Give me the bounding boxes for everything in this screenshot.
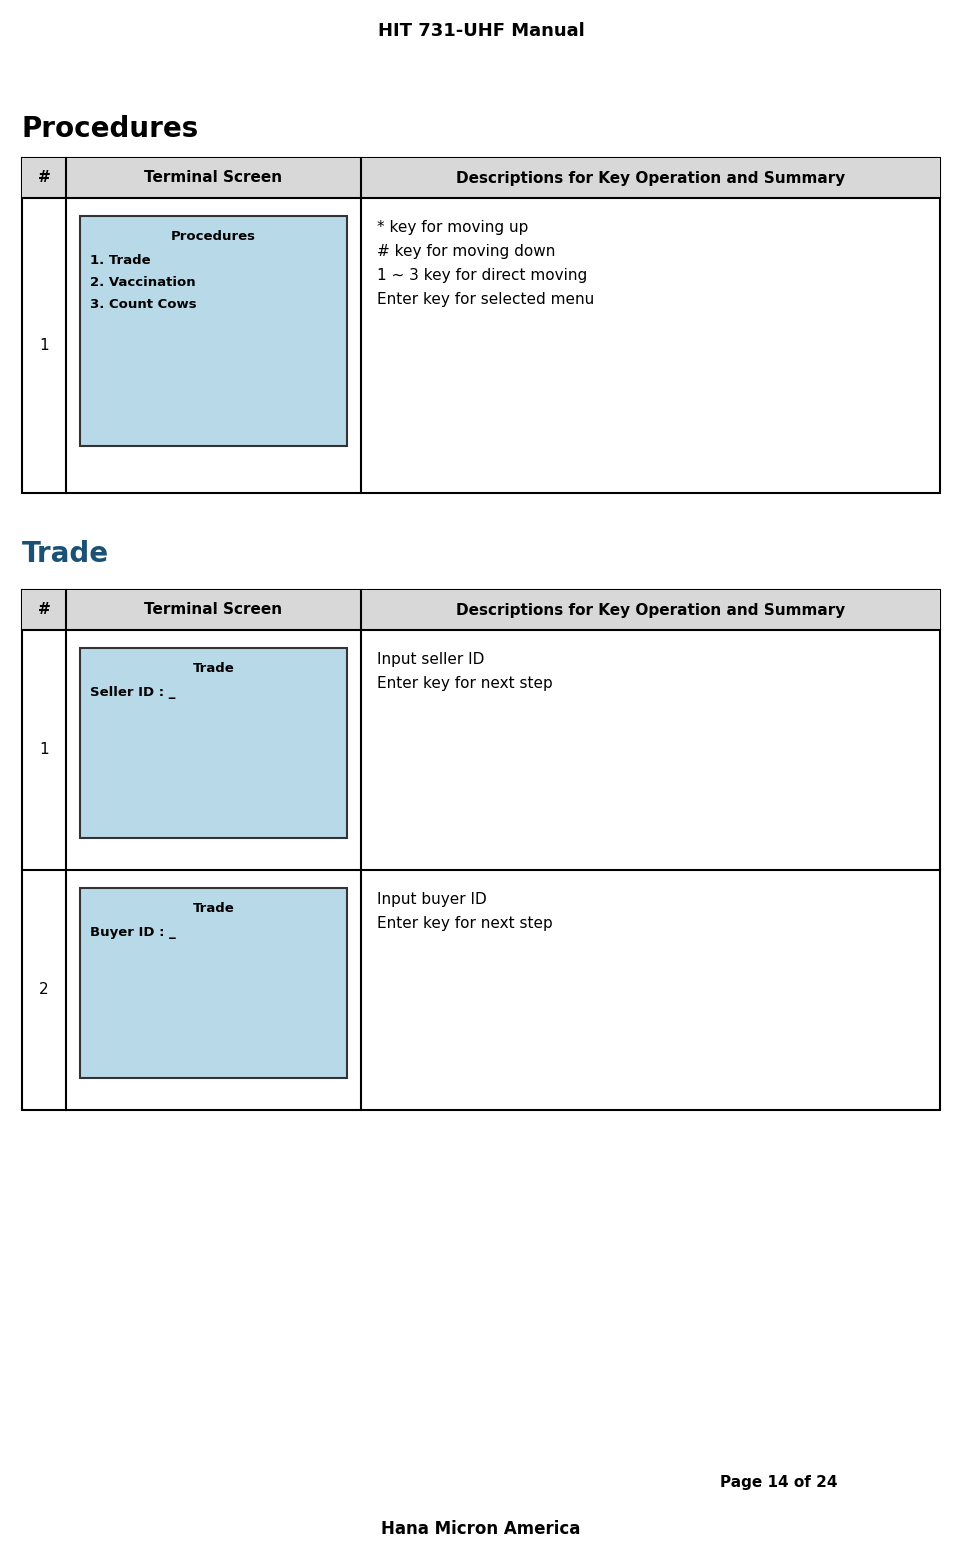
- Bar: [80, 888, 347, 1078]
- Text: 1. Trade: 1. Trade: [90, 255, 151, 267]
- Text: 3. Count Cows: 3. Count Cows: [90, 298, 196, 311]
- Text: Descriptions for Key Operation and Summary: Descriptions for Key Operation and Summa…: [456, 603, 845, 618]
- Text: Page 14 of 24: Page 14 of 24: [719, 1475, 837, 1489]
- Text: Terminal Screen: Terminal Screen: [144, 603, 283, 618]
- Text: #: #: [37, 603, 50, 618]
- Bar: [22, 158, 939, 492]
- Text: Procedures: Procedures: [22, 115, 199, 143]
- Text: Trade: Trade: [192, 902, 234, 915]
- Text: 1 ~ 3 key for direct moving: 1 ~ 3 key for direct moving: [377, 269, 586, 283]
- Text: Procedures: Procedures: [171, 230, 256, 242]
- Text: 2. Vaccination: 2. Vaccination: [90, 276, 195, 289]
- Text: Terminal Screen: Terminal Screen: [144, 171, 283, 185]
- Text: Descriptions for Key Operation and Summary: Descriptions for Key Operation and Summa…: [456, 171, 845, 185]
- Text: 1: 1: [39, 339, 49, 353]
- Text: Enter key for next step: Enter key for next step: [377, 916, 553, 930]
- Text: Enter key for next step: Enter key for next step: [377, 676, 553, 691]
- Text: Trade: Trade: [192, 662, 234, 676]
- Bar: [80, 216, 347, 446]
- Text: # key for moving down: # key for moving down: [377, 244, 554, 259]
- Bar: [80, 648, 347, 839]
- Bar: [22, 158, 939, 197]
- Bar: [22, 590, 939, 1110]
- Text: HIT 731-UHF Manual: HIT 731-UHF Manual: [378, 22, 583, 40]
- Text: Trade: Trade: [22, 540, 109, 568]
- Text: Input seller ID: Input seller ID: [377, 652, 484, 666]
- Text: 1: 1: [39, 742, 49, 758]
- Text: 2: 2: [39, 983, 49, 997]
- Text: Input buyer ID: Input buyer ID: [377, 891, 486, 907]
- Text: Buyer ID : _: Buyer ID : _: [90, 926, 176, 940]
- Text: #: #: [37, 171, 50, 185]
- Text: Hana Micron America: Hana Micron America: [381, 1520, 580, 1537]
- Text: Seller ID : _: Seller ID : _: [90, 686, 175, 699]
- Bar: [22, 590, 939, 631]
- Text: * key for moving up: * key for moving up: [377, 221, 528, 235]
- Text: Enter key for selected menu: Enter key for selected menu: [377, 292, 594, 307]
